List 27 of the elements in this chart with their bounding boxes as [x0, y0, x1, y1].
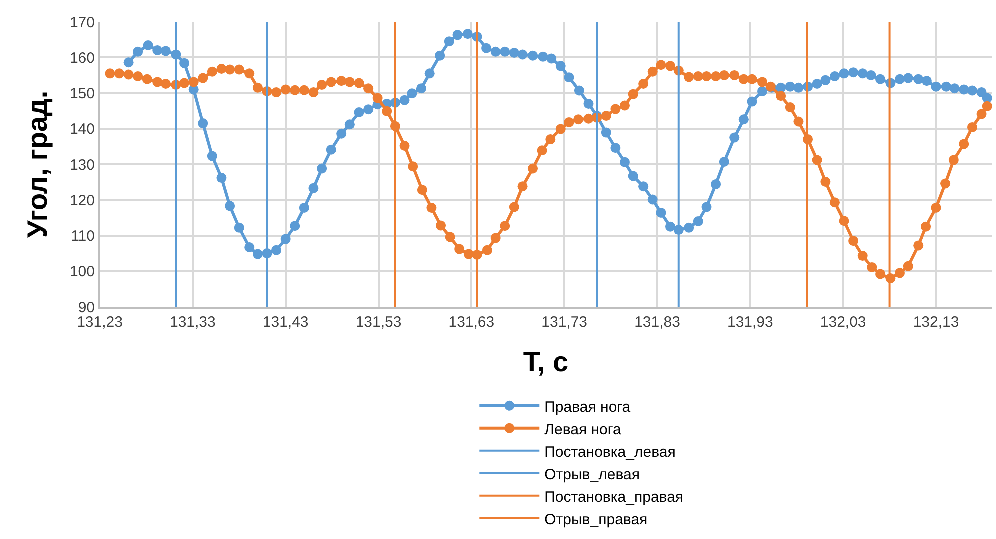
x-tick-label: 131,43 [262, 314, 309, 331]
x-tick-label: 131,83 [634, 314, 680, 331]
y-tick-label: 160 [70, 50, 95, 67]
x-tick-label: 131,23 [77, 314, 123, 331]
x-tick-label: 131,63 [448, 314, 495, 331]
x-tick-label: 131,53 [356, 314, 402, 331]
x-tick-label: 132,13 [913, 314, 960, 331]
legend-label: Постановка_левая [544, 444, 676, 461]
y-tick-label: 120 [70, 192, 95, 210]
y-tick-label: 130 [70, 156, 95, 174]
legend-label: Постановка_правая [544, 488, 684, 506]
y-tick-label: 150 [70, 86, 95, 102]
x-axis-title: T, c [523, 346, 569, 378]
y-tick-label: 110 [71, 228, 95, 245]
x-tick-label: 131,33 [170, 314, 216, 331]
y-tick-label: 90 [78, 299, 95, 316]
y-tick-label: 100 [70, 264, 95, 281]
y-tick-label: 140 [70, 121, 95, 138]
legend-label: Отрыв_левая [544, 466, 640, 484]
y-tick-label: 170 [70, 14, 95, 32]
legend-label: Левая нога [544, 421, 622, 438]
y-axis-title: Угол, град. [22, 90, 54, 238]
x-tick-label: 131,93 [727, 314, 774, 331]
legend-label: Отрыв_правая [544, 511, 648, 528]
x-tick-label: 132,03 [820, 314, 866, 331]
x-tick-label: 131,73 [542, 314, 588, 331]
legend-label: Правая нога [544, 398, 632, 416]
